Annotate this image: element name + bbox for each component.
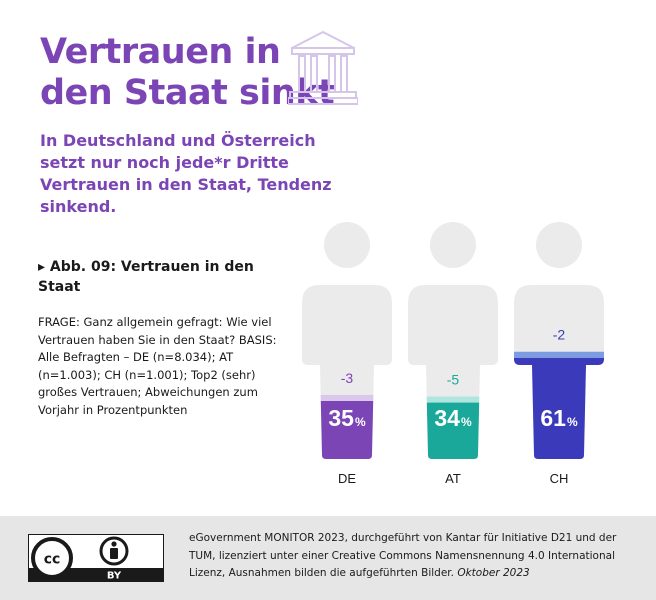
footer-date: Oktober 2023 [457,567,530,579]
figure-heading: ▸ Abb. 09: Vertrauen in den Staat [38,257,268,297]
person-head [324,222,370,268]
change-label: -3 [341,370,354,386]
value-label: 35% [328,405,366,431]
attribution-icon [99,536,129,566]
change-label: -5 [447,372,460,388]
footer: cc BY eGovernment MONITOR 2023, durchgef… [0,516,656,600]
government-building-icon [288,30,358,105]
footer-credit: eGovernment MONITOR 2023, durchgeführt v… [189,532,617,579]
change-band [302,394,392,401]
page-subtitle: In Deutschland und Österreich setzt nur … [40,131,332,216]
person-head [536,222,582,268]
person-head [430,222,476,268]
person-figure-ch: -2 61% CH [514,222,604,486]
cc-by-icon: cc BY [28,534,164,582]
value-label: 61% [540,405,578,431]
figure-note: FRAGE: Ganz allgemein gefragt: Wie viel … [38,315,277,417]
category-label: DE [338,471,356,486]
category-label: CH [550,471,569,486]
page-title: Vertrauen in den Staat sinkt [40,32,335,113]
svg-text:cc: cc [44,552,61,568]
cc-logo-icon: cc [31,537,73,579]
change-band [514,351,604,358]
footer-text: eGovernment MONITOR 2023, durchgeführt v… [189,530,639,583]
cc-by-label: BY [107,571,122,582]
figure-heading-arrow: ▸ [38,259,46,275]
change-label: -2 [553,327,566,343]
person-figure-at: -5 34% AT [408,222,498,486]
category-label: AT [445,471,461,486]
value-label: 34% [434,405,472,431]
trust-chart: -3 35% DE -5 34% AT -2 61% CH [302,222,604,486]
person-figure-de: -3 35% DE [302,222,392,486]
change-band [408,396,498,403]
figure-heading-text: Abb. 09: Vertrauen in den Staat [38,259,254,295]
